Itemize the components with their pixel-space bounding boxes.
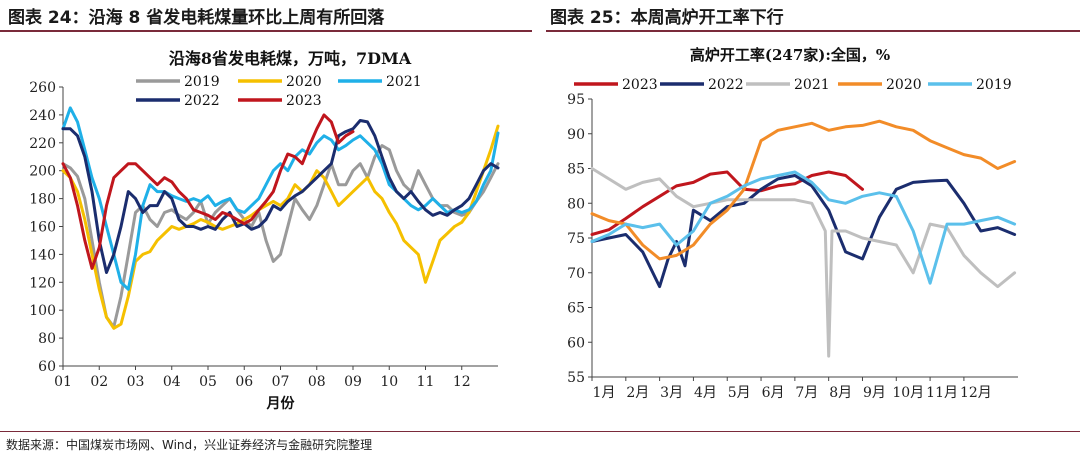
y-tick-label: 160	[29, 220, 56, 236]
legend-label-2019: 2019	[976, 77, 1012, 93]
x-tick-label: 03	[127, 374, 145, 390]
y-tick-label: 75	[567, 231, 585, 247]
x-tick-label: 11	[417, 374, 435, 390]
x-tick-label: 05	[199, 374, 217, 390]
x-tick-label: 4月	[694, 385, 717, 401]
figure-25-heading: 图表 25：本周高炉开工率下行	[550, 7, 784, 28]
y-tick-label: 180	[29, 192, 56, 208]
heading-rule-left	[0, 30, 532, 32]
y-tick-label: 240	[29, 108, 56, 124]
x-tick-label: 12	[453, 374, 471, 390]
x-tick-label: 04	[163, 374, 181, 390]
y-tick-label: 60	[567, 335, 585, 351]
y-tick-label: 90	[567, 127, 585, 143]
source-note: 数据来源：中国煤炭市场网、Wind，兴业证券经济与金融研究院整理	[6, 438, 373, 452]
x-tick-label: 7月	[795, 385, 818, 401]
legend-label-2022: 2022	[708, 77, 744, 93]
chart-title: 高炉开工率(247家):全国，%	[690, 46, 890, 64]
series-line-2023	[61, 113, 355, 270]
x-tick-label: 1月	[593, 385, 616, 401]
x-tick-label: 10月	[892, 385, 924, 401]
y-tick-label: 100	[29, 303, 56, 319]
x-tick-label: 3月	[660, 385, 683, 401]
y-tick-label: 70	[567, 266, 585, 282]
y-tick-label: 140	[29, 247, 56, 263]
series-line-2019	[590, 170, 1017, 285]
series-line-2023	[590, 170, 864, 236]
x-axis-title: 月份	[266, 395, 296, 412]
x-tick-label: 9月	[863, 385, 886, 401]
y-tick-label: 120	[29, 275, 56, 291]
series-line-2022	[61, 119, 500, 274]
y-tick-label: 200	[29, 164, 56, 180]
y-tick-label: 80	[38, 331, 56, 347]
series-line-2022	[590, 174, 1017, 289]
x-tick-label: 08	[308, 374, 326, 390]
series-line-2020	[61, 124, 500, 330]
y-tick-label: 80	[567, 196, 585, 212]
footer-rule	[0, 431, 1080, 432]
y-tick-label: 85	[567, 162, 585, 178]
y-tick-label: 55	[567, 370, 585, 386]
series-line-2021	[61, 106, 500, 291]
x-tick-label: 8月	[829, 385, 852, 401]
blast-furnace-rate-chart: 高炉开工率(247家):全国，% 55 60 65 70 75 80 85 90 95 1月 2月 3月…	[567, 46, 1018, 401]
legend-label-2022: 2022	[184, 93, 220, 109]
heading-rule-right	[546, 30, 1080, 32]
legend-label-2023: 2023	[286, 93, 322, 109]
figure-24-heading: 图表 24：沿海 8 省发电耗煤量环比上周有所回落	[8, 7, 385, 28]
series-line-2019	[61, 144, 500, 329]
chart-title: 沿海8省发电耗煤，万吨，7DMA	[169, 49, 412, 68]
x-tick-label: 06	[235, 374, 253, 390]
legend-label-2021: 2021	[386, 74, 422, 90]
x-tick-label: 6月	[762, 385, 785, 401]
y-tick-label: 220	[29, 136, 56, 152]
x-tick-label: 02	[90, 374, 108, 390]
x-tick-label: 12月	[960, 385, 992, 401]
legend-label-2019: 2019	[184, 74, 220, 90]
x-tick-label: 10	[380, 374, 398, 390]
series-line-2021	[590, 167, 1017, 358]
legend-label-2020: 2020	[286, 74, 322, 90]
legend-label-2020: 2020	[886, 77, 922, 93]
x-tick-label: 2月	[626, 385, 649, 401]
coal-consumption-chart: 沿海8省发电耗煤，万吨，7DMA 60 80 100 120 140 160 180 200 22…	[29, 49, 500, 412]
y-tick-label: 95	[567, 92, 585, 108]
x-tick-label: 11月	[926, 385, 958, 401]
legend-label-2023: 2023	[622, 77, 658, 93]
series-line-2020	[590, 119, 1017, 261]
legend-label-2021: 2021	[794, 77, 830, 93]
x-tick-label: 5月	[728, 385, 751, 401]
x-tick-label: 01	[54, 374, 72, 390]
x-tick-label: 09	[344, 374, 362, 390]
x-tick-label: 07	[272, 374, 290, 390]
y-tick-label: 260	[29, 80, 56, 96]
y-tick-label: 65	[567, 301, 585, 317]
y-tick-label: 60	[38, 359, 56, 375]
